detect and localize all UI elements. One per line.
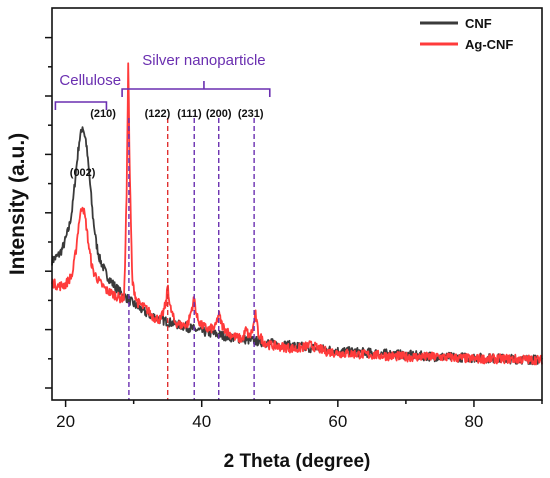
group-bracket-1 (54, 101, 108, 110)
legend-label-cnf: CNF (465, 16, 492, 31)
series-line-cnf (51, 126, 543, 366)
peak-label-210: (210) (90, 108, 116, 120)
series-line-ag-cnf (51, 62, 543, 366)
legend: CNF Ag-CNF (420, 16, 513, 52)
group-label-2: Silver nanoparticle (142, 52, 265, 69)
reference-lines-group (128, 118, 255, 400)
peak-label-111: (111) (177, 108, 202, 120)
series-group (51, 62, 543, 366)
x-tick-label-20: 20 (56, 412, 75, 431)
ticks-group: 20 40 60 80 (45, 36, 543, 431)
peak-label-231: (231) (238, 108, 264, 120)
legend-label-ag-cnf: Ag-CNF (465, 37, 513, 52)
plot-frame (51, 7, 543, 401)
group-bracket-2 (121, 88, 271, 97)
x-tick-label-60: 60 (328, 412, 347, 431)
y-axis-label: Intensity (a.u.) (6, 133, 29, 275)
group-label-1: Cellulose (59, 72, 121, 89)
peak-label-122: (122) (145, 108, 171, 120)
annotations-group: (002) (210) (122) (111) (200) (231) Cellulose S… (54, 52, 271, 179)
x-tick-label-80: 80 (464, 412, 483, 431)
peak-label-200: (200) (206, 108, 232, 120)
peak-label-002: (002) (70, 167, 96, 179)
x-axis-label: 2 Theta (degree) (224, 451, 371, 472)
x-tick-label-40: 40 (192, 412, 211, 431)
